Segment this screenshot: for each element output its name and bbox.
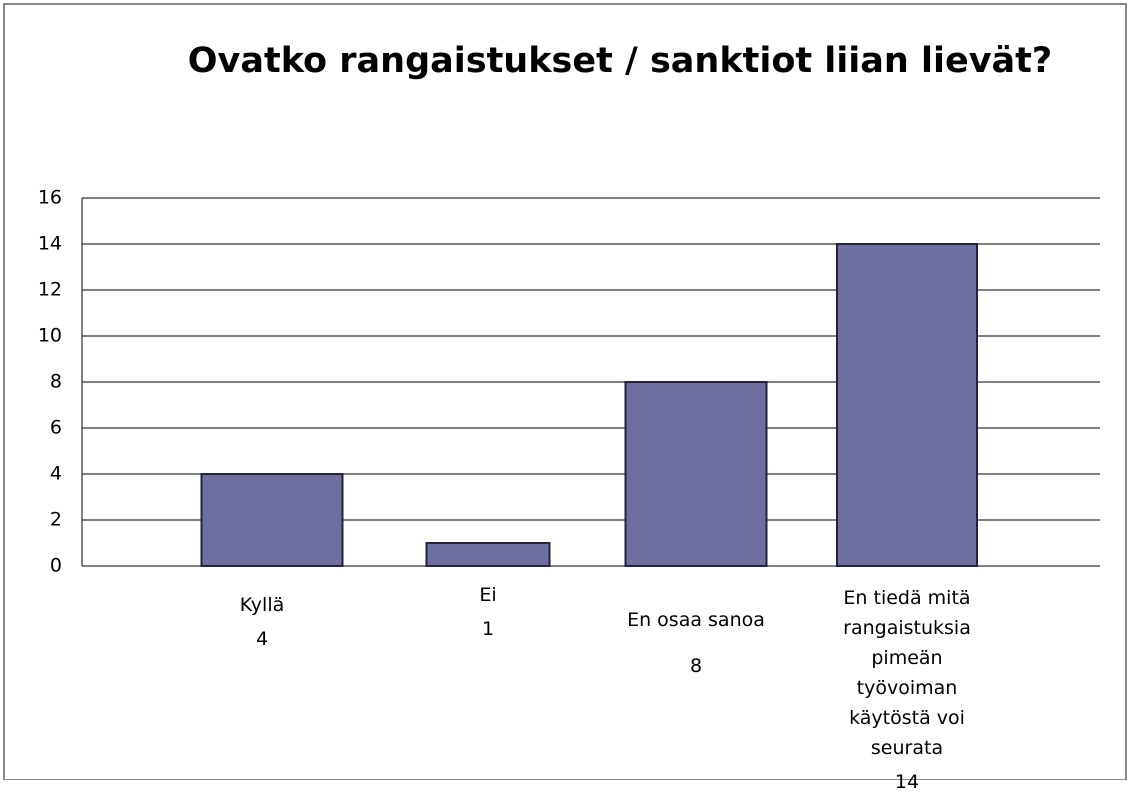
- value-label: 4: [255, 628, 269, 650]
- y-tick-label: 6: [50, 417, 62, 439]
- x-tick-label: Kyllä: [239, 594, 285, 616]
- x-tick-label: En tiedä mitä rangaistuksia pimeän työvo…: [843, 587, 971, 759]
- category-label-block: En tiedä mitä rangaistuksia pimeän työvo…: [807, 583, 1007, 797]
- bar: [624, 381, 768, 567]
- y-tick-label: 16: [38, 187, 62, 209]
- y-tick-label: 2: [50, 509, 62, 531]
- value-label: 8: [689, 655, 703, 677]
- y-tick-label: 0: [50, 555, 62, 577]
- chart: Ovatko rangaistukset / sanktiot liian li…: [3, 3, 1127, 780]
- value-label: 1: [481, 618, 495, 640]
- category-label-block: Ei 1: [388, 580, 588, 644]
- value-label: 14: [894, 771, 920, 793]
- y-tick-label: 8: [50, 371, 62, 393]
- y-tick-label: 4: [50, 463, 62, 485]
- y-tick-label: 12: [38, 279, 62, 301]
- bar: [200, 473, 344, 567]
- y-tick-label: 14: [38, 233, 62, 255]
- y-tick-label: 10: [38, 325, 62, 347]
- chart-container: Ovatko rangaistukset / sanktiot liian li…: [3, 3, 1127, 793]
- category-label-block: Kyllä 4: [162, 590, 362, 654]
- x-tick-label: En osaa sanoa: [627, 609, 765, 631]
- x-tick-label: Ei: [479, 584, 497, 606]
- bar: [425, 542, 551, 567]
- chart-title: Ovatko rangaistukset / sanktiot liian li…: [188, 41, 1052, 81]
- category-label-block: En osaa sanoa 8: [596, 605, 796, 681]
- bar: [836, 243, 978, 567]
